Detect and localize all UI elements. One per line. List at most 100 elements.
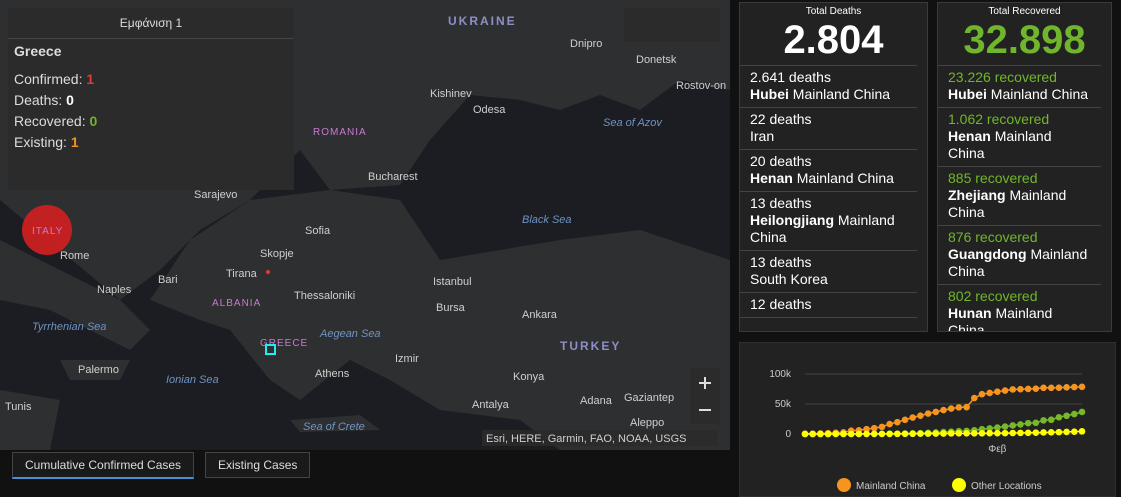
item-count: 13 deaths	[750, 254, 812, 270]
list: 23.226 recovered Hubei Mainland China 1.06…	[938, 65, 1101, 331]
point	[1055, 428, 1063, 436]
row-value: 0	[89, 113, 98, 129]
popup-row: Existing: 1	[8, 132, 294, 153]
city-label: Thessaloniki	[294, 290, 355, 302]
item-count: 12 deaths	[750, 296, 812, 312]
x-tick-label: Φεβ	[988, 444, 1006, 455]
point	[1017, 421, 1024, 428]
map: UKRAINE ROMANIA ALBANIA GREECE TURKEY IT…	[0, 0, 730, 450]
point	[1024, 429, 1032, 437]
list-item: 13 deaths South Korea	[740, 251, 917, 293]
item-region: Heilongjiang	[750, 212, 834, 228]
item-place: South Korea	[750, 271, 907, 288]
point	[940, 430, 947, 437]
recovered-panel: Total Recovered 32.898 23.226 recovered H…	[937, 2, 1112, 332]
point	[963, 403, 970, 411]
point	[917, 430, 924, 437]
list-item: 22 deaths Iran	[740, 108, 917, 150]
row-label: Confirmed:	[14, 71, 83, 87]
point	[955, 404, 963, 411]
point	[824, 430, 832, 438]
point	[940, 406, 947, 414]
sea-label: Aegean Sea	[319, 328, 381, 340]
country-label: GREECE	[260, 338, 308, 349]
popup-title: Εμφάνιση 1	[8, 8, 294, 39]
item-count: 1.062 recovered	[948, 111, 1050, 127]
legend-marker	[952, 478, 966, 492]
point	[970, 394, 978, 402]
case-circle[interactable]	[22, 205, 72, 255]
point	[1001, 429, 1009, 437]
point	[994, 429, 1001, 437]
point	[1078, 408, 1086, 416]
total: 32.898	[963, 18, 1086, 62]
point	[1017, 429, 1024, 437]
point	[863, 430, 870, 438]
list-item: 2.641 deaths Hubei Mainland China	[740, 66, 917, 108]
row-value: 0	[66, 92, 74, 108]
item-region: Hunan	[948, 305, 992, 321]
legend-marker	[837, 478, 851, 492]
point	[1078, 428, 1086, 435]
item-region: Zhejiang	[948, 187, 1006, 203]
city-label: Gaziantep	[624, 392, 674, 404]
point	[870, 430, 878, 438]
item-region: Guangdong	[948, 246, 1027, 262]
item-country: Mainland China	[948, 128, 1052, 161]
point	[832, 430, 840, 438]
point	[809, 430, 816, 438]
y-tick-label: 100k	[769, 369, 792, 380]
item-country: South Korea	[750, 271, 828, 287]
point	[1001, 387, 1009, 394]
city-label: Bucharest	[368, 171, 418, 183]
popup-row: Deaths: 0	[8, 90, 294, 111]
list-item: 1.062 recovered Henan Mainland China	[938, 108, 1101, 167]
point	[870, 424, 878, 432]
country-label: ALBANIA	[212, 298, 261, 309]
point	[1071, 410, 1078, 418]
point	[1040, 429, 1047, 436]
country-label: UKRAINE	[448, 14, 517, 28]
point	[986, 429, 993, 437]
popup-row: Recovered: 0	[8, 111, 294, 132]
y-tick-label: 50k	[775, 399, 792, 410]
tab[interactable]: Cumulative Confirmed Cases	[12, 452, 195, 479]
point	[917, 412, 924, 419]
item-count: 22 deaths	[750, 111, 812, 127]
attribution-bg	[482, 430, 718, 446]
item-count: 20 deaths	[750, 153, 812, 169]
point	[863, 425, 870, 433]
point	[878, 423, 886, 431]
point	[901, 416, 909, 424]
point	[924, 430, 932, 437]
popup-place: Greece	[14, 43, 62, 59]
item-count: 876 recovered	[948, 229, 1038, 245]
list-item: 12 deaths	[740, 293, 917, 318]
list-item: 23.226 recovered Hubei Mainland China	[938, 66, 1101, 108]
country-label: ROMANIA	[313, 127, 367, 138]
point	[932, 408, 940, 416]
zoom-control[interactable]	[690, 368, 720, 424]
city-label: Tirana	[226, 268, 258, 280]
point	[1071, 383, 1078, 391]
city-label: Rostov-on	[676, 80, 726, 92]
point	[1063, 412, 1070, 420]
city-label: Athens	[315, 368, 350, 380]
item-country: Mainland China	[792, 86, 891, 102]
list: 2.641 deaths Hubei Mainland China 22 death…	[740, 65, 917, 331]
row-value: 1	[86, 71, 95, 87]
item-count: 885 recovered	[948, 170, 1038, 186]
city-label: Sarajevo	[194, 189, 237, 201]
tab[interactable]: Existing Cases	[205, 452, 311, 478]
item-count: 802 recovered	[948, 288, 1038, 304]
toolbar[interactable]	[624, 8, 720, 42]
point	[894, 430, 901, 438]
point	[1024, 419, 1032, 427]
point	[1047, 384, 1055, 392]
point	[840, 430, 847, 438]
point	[1040, 417, 1047, 424]
item-region: Hubei	[750, 86, 789, 102]
city-label: Odesa	[473, 104, 506, 116]
